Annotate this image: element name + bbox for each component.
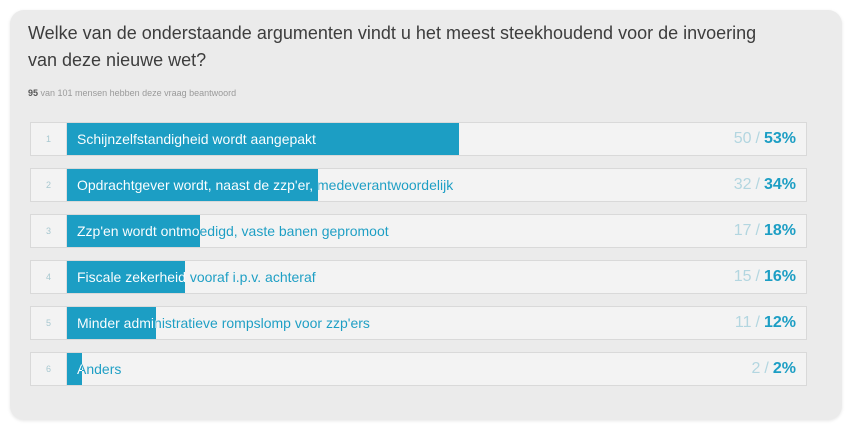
option-bar-fill (67, 123, 459, 155)
option-bar-fill (67, 307, 156, 339)
option-label: Minder administratieve rompslomp voor zz… (77, 307, 370, 339)
poll-options: 1 Schijnzelfstandigheid wordt aangepakt … (30, 122, 807, 386)
option-label: Anders (77, 353, 121, 385)
poll-option-1[interactable]: 1 Schijnzelfstandigheid wordt aangepakt … (30, 122, 807, 156)
option-separator: / (755, 314, 760, 331)
option-count: 2 (751, 360, 761, 377)
option-index: 4 (31, 261, 67, 293)
option-label: Zzp'en wordt ontmoedigd, vaste banen gep… (77, 215, 389, 247)
option-bar-fill (67, 169, 319, 201)
option-index: 2 (31, 169, 67, 201)
poll-option-5[interactable]: 5 Minder administratieve rompslomp voor … (30, 306, 807, 340)
option-percent: 53% (763, 130, 796, 147)
option-bar-track: Minder administratieve rompslomp voor zz… (67, 307, 806, 339)
option-bar-track: Opdrachtgever wordt, naast de zzp'er, me… (67, 169, 806, 201)
option-count: 11 (734, 314, 752, 331)
option-stats: 17 / 18% (734, 215, 796, 247)
option-percent: 16% (763, 268, 796, 285)
poll-option-3[interactable]: 3 Zzp'en wordt ontmoedigd, vaste banen g… (30, 214, 807, 248)
option-bar-fill (67, 215, 201, 247)
option-stats: 2 / 2% (752, 353, 796, 385)
option-label: Schijnzelfstandigheid wordt aangepakt (77, 123, 316, 155)
option-stats: 50 / 53% (734, 123, 796, 155)
option-separator: / (755, 176, 760, 193)
option-count: 50 (733, 130, 752, 147)
option-stats: 32 / 34% (734, 169, 796, 201)
option-label: Fiscale zekerheid vooraf i.p.v. achteraf (77, 261, 316, 293)
option-bar-track: Schijnzelfstandigheid wordt aangepakt 50… (67, 123, 806, 155)
option-separator: / (755, 130, 760, 147)
option-bar-track: Anders 2 / 2% (67, 353, 806, 385)
option-bar-track: Fiscale zekerheid vooraf i.p.v. achteraf… (67, 261, 806, 293)
option-index: 1 (31, 123, 67, 155)
answered-count: 95 (28, 88, 39, 98)
option-bar-track: Zzp'en wordt ontmoedigd, vaste banen gep… (67, 215, 806, 247)
option-separator: / (755, 222, 760, 239)
option-separator: / (755, 268, 760, 285)
poll-option-4[interactable]: 4 Fiscale zekerheid vooraf i.p.v. achter… (30, 260, 807, 294)
option-index: 5 (31, 307, 67, 339)
option-stats: 15 / 16% (734, 261, 796, 293)
poll-option-2[interactable]: 2 Opdrachtgever wordt, naast de zzp'er, … (30, 168, 807, 202)
option-percent: 12% (763, 314, 796, 331)
respondent-count: 95 van 101 mensen hebben deze vraag bean… (28, 88, 236, 98)
respondent-text: van 101 mensen hebben deze vraag beantwo… (40, 88, 237, 98)
poll-card: Welke van de onderstaande argumenten vin… (10, 10, 842, 420)
option-separator: / (764, 360, 769, 377)
option-count: 15 (733, 268, 752, 285)
option-bar-fill (67, 261, 186, 293)
option-percent: 18% (763, 222, 796, 239)
poll-question: Welke van de onderstaande argumenten vin… (28, 23, 757, 70)
option-percent: 34% (763, 176, 796, 193)
option-index: 6 (31, 353, 67, 385)
poll-option-6[interactable]: 6 Anders 2 / 2% (30, 352, 807, 386)
option-label: Opdrachtgever wordt, naast de zzp'er, me… (77, 169, 453, 201)
option-stats: 11 / 12% (735, 307, 796, 339)
option-index: 3 (31, 215, 67, 247)
option-bar-fill (67, 353, 82, 385)
option-percent: 2% (772, 360, 796, 377)
option-count: 32 (733, 176, 752, 193)
option-count: 17 (733, 222, 752, 239)
